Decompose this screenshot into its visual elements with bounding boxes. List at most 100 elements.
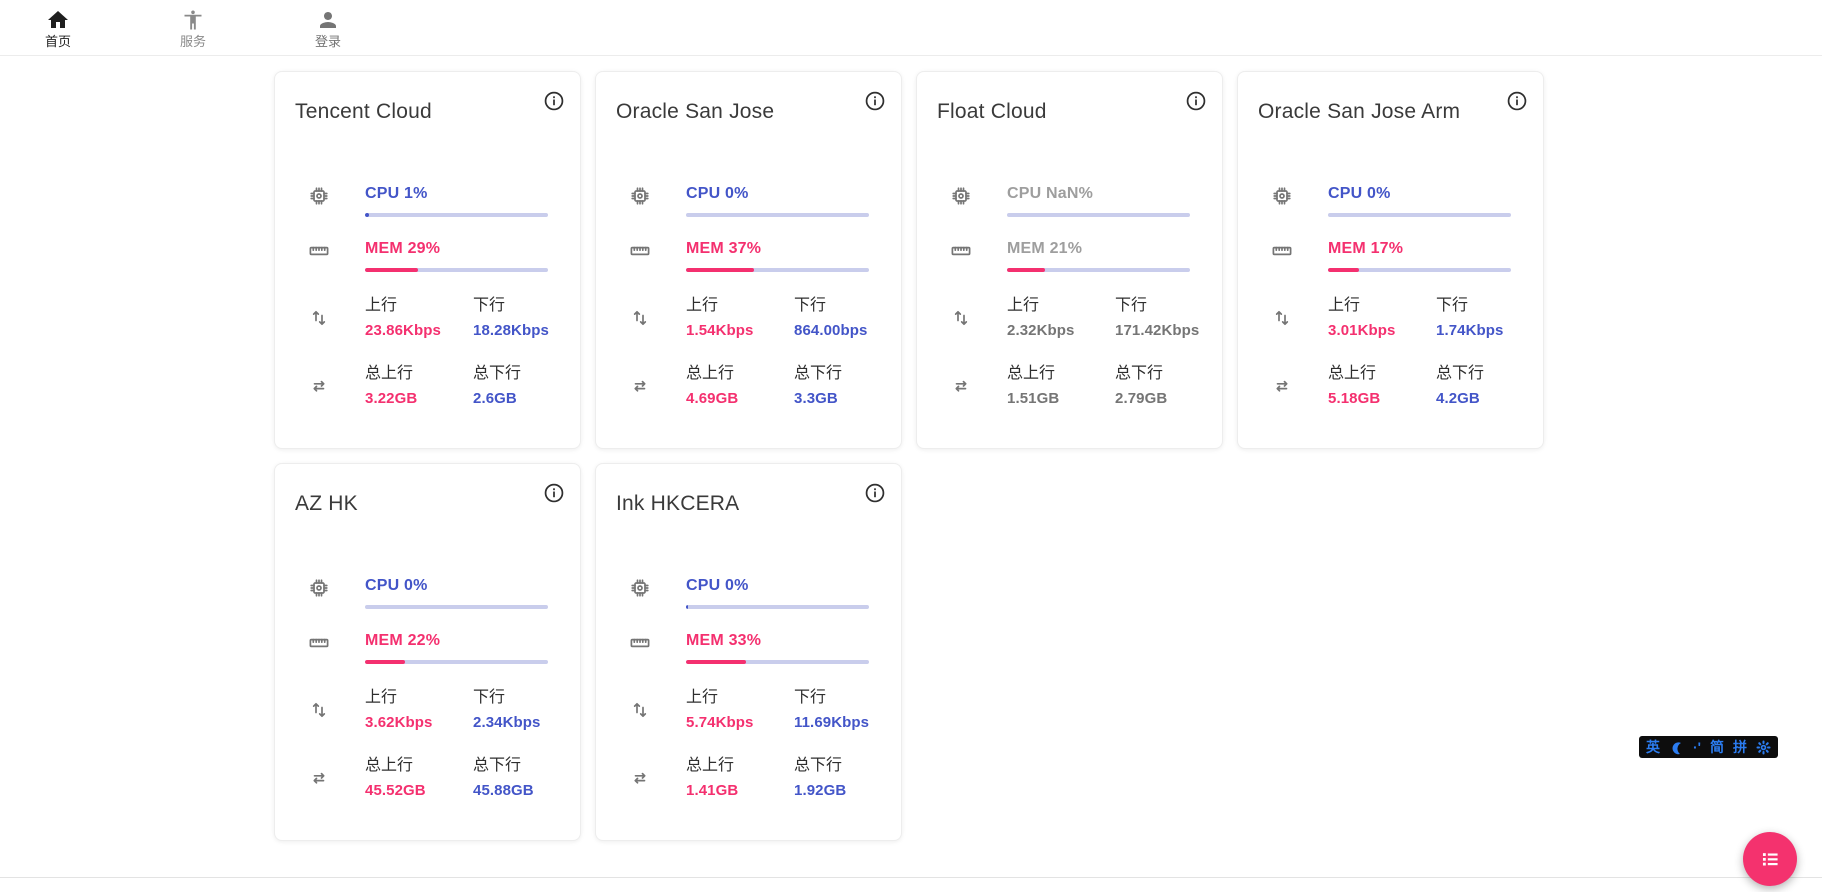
total-download-value: 2.6GB [473, 390, 517, 407]
ruler-icon [307, 631, 331, 655]
upload-label: 上行 [365, 689, 398, 706]
cpu-usage-label: CPU 0% [365, 577, 428, 594]
net-speed-row: 上行 23.86Kbps 下行 18.28Kbps [275, 296, 580, 340]
arrows-up-down-icon [307, 306, 331, 330]
accessibility-icon [181, 8, 205, 32]
ime-settings-gear-icon[interactable] [1756, 739, 1771, 755]
nav-services-label: 服务 [179, 33, 206, 49]
server-stats: CPU 0% MEM 37% [596, 184, 901, 408]
server-name: AZ HK [295, 492, 358, 515]
ime-fullwidth-moon-icon[interactable] [1669, 740, 1684, 755]
server-name: Oracle San Jose Arm [1258, 100, 1461, 123]
total-download-label: 总下行 [473, 365, 522, 382]
total-upload-label: 总上行 [1007, 365, 1056, 382]
person-icon [316, 8, 340, 32]
upload-label: 上行 [365, 297, 398, 314]
ruler-icon [1270, 239, 1294, 263]
nav-item-services[interactable]: 服务 [169, 8, 217, 48]
arrows-up-down-icon [1270, 306, 1294, 330]
info-icon[interactable] [543, 482, 565, 504]
info-icon[interactable] [543, 90, 565, 112]
swap-arrows-icon [307, 374, 331, 398]
ime-pinyin[interactable]: 拼 [1733, 739, 1747, 755]
download-label: 下行 [473, 297, 506, 314]
arrows-up-down-icon [628, 306, 652, 330]
cpu-progress-bar [365, 213, 548, 217]
total-upload-value: 1.41GB [686, 782, 739, 799]
home-icon [46, 8, 70, 32]
net-total-row: 总上行 5.18GB 总下行 4.2GB [1238, 364, 1543, 408]
mem-row: MEM 29% [275, 239, 580, 272]
nav-item-home[interactable]: 首页 [34, 8, 82, 48]
download-label: 下行 [794, 297, 827, 314]
net-speed-row: 上行 3.62Kbps 下行 2.34Kbps [275, 688, 580, 732]
total-download-value: 1.92GB [794, 782, 847, 799]
nav-item-login[interactable]: 登录 [304, 8, 352, 48]
mem-usage-label: MEM 29% [365, 240, 441, 257]
mem-usage-label: MEM 17% [1328, 240, 1404, 257]
mem-row: MEM 33% [596, 631, 901, 664]
server-name: Float Cloud [937, 100, 1047, 123]
mem-bar-fill [686, 268, 754, 272]
cpu-usage-label: CPU 0% [1328, 185, 1391, 202]
cpu-chip-icon [628, 184, 652, 208]
ime-punctuation[interactable]: ·' [1693, 739, 1701, 755]
download-label: 下行 [1115, 297, 1148, 314]
cpu-chip-icon [628, 576, 652, 600]
cpu-usage-label: CPU 0% [686, 577, 749, 594]
cpu-progress-bar [686, 213, 869, 217]
download-value: 11.69Kbps [794, 714, 870, 731]
upload-label: 上行 [686, 689, 719, 706]
info-icon[interactable] [1506, 90, 1528, 112]
download-label: 下行 [1436, 297, 1469, 314]
info-icon[interactable] [1185, 90, 1207, 112]
total-download-label: 总下行 [794, 365, 843, 382]
total-download-label: 总下行 [1436, 365, 1485, 382]
mem-progress-bar [1007, 268, 1190, 272]
net-speed-row: 上行 2.32Kbps 下行 171.42Kbps [917, 296, 1222, 340]
server-card: Oracle San Jose Arm CPU 0% [1237, 71, 1544, 449]
mem-row: MEM 21% [917, 239, 1222, 272]
info-icon[interactable] [864, 90, 886, 112]
server-name: Ink HKCERA [616, 492, 740, 515]
upload-value: 23.86Kbps [365, 322, 441, 339]
arrows-up-down-icon [307, 698, 331, 722]
total-upload-value: 4.69GB [686, 390, 739, 407]
arrows-up-down-icon [949, 306, 973, 330]
download-value: 171.42Kbps [1115, 322, 1200, 339]
nav-home-label: 首页 [44, 33, 71, 49]
cpu-bar-fill [365, 213, 369, 217]
info-icon[interactable] [864, 482, 886, 504]
mem-progress-bar [365, 268, 548, 272]
server-stats: CPU 0% MEM 22% [275, 576, 580, 800]
cpu-progress-bar [1328, 213, 1511, 217]
cpu-usage-label: CPU 0% [686, 185, 749, 202]
mem-row: MEM 37% [596, 239, 901, 272]
mem-row: MEM 17% [1238, 239, 1543, 272]
list-icon [1757, 846, 1783, 872]
ime-simplified-chinese[interactable]: 简 [1710, 739, 1724, 755]
net-total-row: 总上行 1.41GB 总下行 1.92GB [596, 756, 901, 800]
ime-lang-english[interactable]: 英 [1646, 739, 1660, 755]
total-download-value: 2.79GB [1115, 390, 1168, 407]
total-download-label: 总下行 [794, 757, 843, 774]
cpu-row: CPU 0% [275, 576, 580, 609]
total-upload-value: 1.51GB [1007, 390, 1060, 407]
upload-value: 3.62Kbps [365, 714, 433, 731]
swap-arrows-icon [949, 374, 973, 398]
ruler-icon [949, 239, 973, 263]
ruler-icon [307, 239, 331, 263]
server-list-fab[interactable] [1743, 832, 1797, 886]
upload-label: 上行 [1328, 297, 1361, 314]
ruler-icon [628, 239, 652, 263]
mem-row: MEM 22% [275, 631, 580, 664]
cpu-chip-icon [307, 184, 331, 208]
cpu-usage-label: CPU NaN% [1007, 185, 1094, 202]
top-navbar: 首页 服务 登录 [0, 0, 1822, 56]
cpu-progress-bar [686, 605, 869, 609]
total-upload-label: 总上行 [365, 365, 414, 382]
total-download-value: 45.88GB [473, 782, 534, 799]
server-card: Tencent Cloud CPU 1% [274, 71, 581, 449]
cpu-row: CPU 0% [1238, 184, 1543, 217]
upload-label: 上行 [1007, 297, 1040, 314]
